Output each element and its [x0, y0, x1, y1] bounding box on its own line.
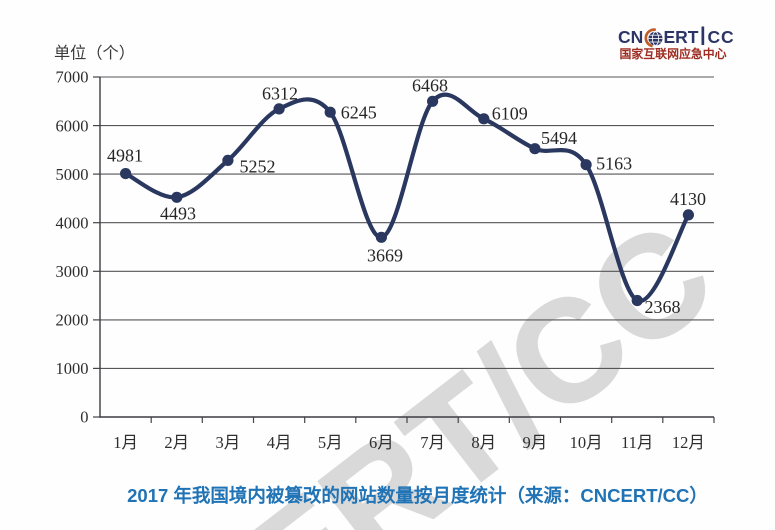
- svg-text:1000: 1000: [56, 359, 89, 378]
- svg-text:3669: 3669: [367, 246, 403, 266]
- svg-text:6312: 6312: [262, 84, 298, 104]
- svg-text:单位（个）: 单位（个）: [54, 45, 135, 63]
- svg-text:8月: 8月: [471, 433, 496, 452]
- svg-text:6245: 6245: [341, 103, 377, 123]
- svg-text:9月: 9月: [523, 433, 548, 452]
- svg-text:2000: 2000: [56, 311, 89, 330]
- svg-text:3000: 3000: [56, 262, 89, 281]
- svg-text:7000: 7000: [56, 68, 89, 87]
- svg-text:CNCERT/CC: CNCERT/CC: [0, 192, 741, 530]
- svg-text:4130: 4130: [670, 189, 706, 209]
- svg-text:CC: CC: [708, 27, 735, 47]
- svg-text:4000: 4000: [56, 213, 89, 232]
- svg-text:5252: 5252: [240, 157, 276, 177]
- svg-text:5163: 5163: [596, 154, 632, 174]
- svg-text:4493: 4493: [160, 204, 196, 224]
- svg-text:2368: 2368: [645, 297, 681, 317]
- svg-text:ERT: ERT: [664, 27, 699, 47]
- svg-text:11月: 11月: [621, 433, 653, 452]
- svg-text:6468: 6468: [412, 76, 448, 96]
- svg-text:7月: 7月: [420, 433, 445, 452]
- svg-text:6月: 6月: [369, 433, 394, 452]
- svg-text:2月: 2月: [164, 433, 189, 452]
- svg-text:3月: 3月: [216, 433, 241, 452]
- svg-text:1月: 1月: [113, 433, 138, 452]
- svg-text:CN: CN: [618, 27, 643, 47]
- svg-text:国家互联网应急中心: 国家互联网应急中心: [620, 47, 727, 61]
- svg-text:2017 年我国境内被篡改的网站数量按月度统计（来源：CNC: 2017 年我国境内被篡改的网站数量按月度统计（来源：CNCERT/CC）: [127, 485, 708, 506]
- svg-text:5494: 5494: [541, 128, 577, 148]
- svg-text:6109: 6109: [492, 104, 528, 124]
- svg-text:12月: 12月: [672, 433, 705, 452]
- svg-text:10月: 10月: [570, 433, 603, 452]
- svg-text:0: 0: [80, 408, 88, 427]
- svg-text:4981: 4981: [107, 146, 143, 166]
- svg-text:5000: 5000: [56, 165, 89, 184]
- svg-text:6000: 6000: [56, 116, 89, 135]
- svg-text:5月: 5月: [318, 433, 343, 452]
- svg-text:4月: 4月: [267, 433, 292, 452]
